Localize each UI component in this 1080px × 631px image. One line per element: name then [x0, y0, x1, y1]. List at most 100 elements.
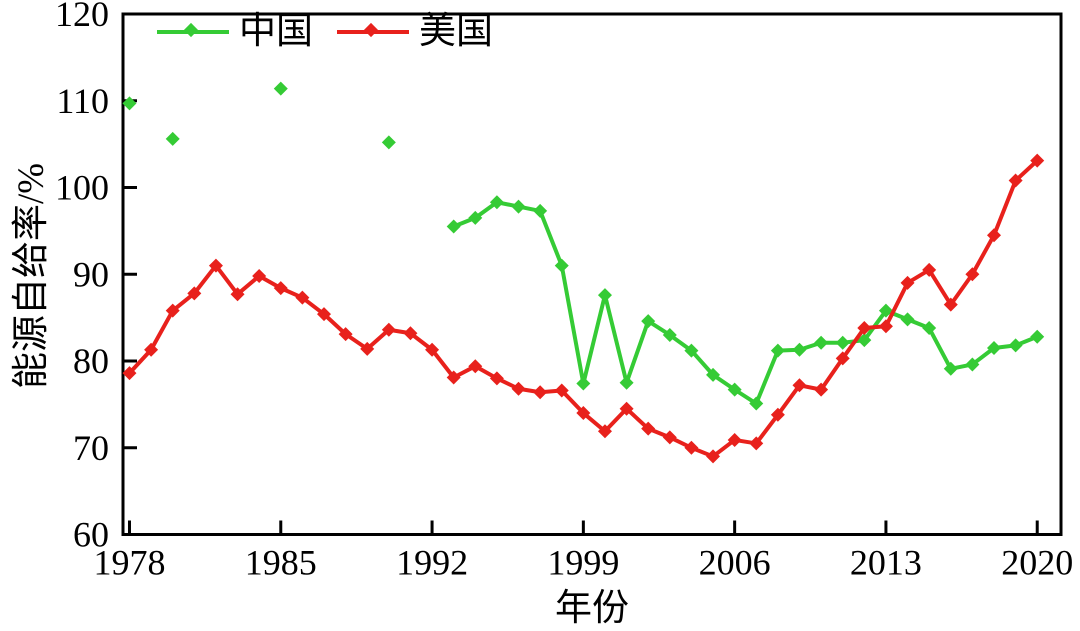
data-point-marker — [165, 131, 180, 146]
y-tick-label: 120 — [55, 0, 109, 34]
data-point-marker — [792, 342, 807, 357]
data-point-marker — [144, 342, 159, 357]
data-point-marker — [468, 210, 483, 225]
data-point-marker — [1008, 338, 1023, 353]
data-point-marker — [641, 314, 656, 329]
data-point-marker — [835, 351, 850, 366]
data-point-marker — [619, 401, 634, 416]
data-point-marker — [965, 267, 980, 282]
data-point-marker — [273, 81, 288, 96]
data-point-marker — [533, 203, 548, 218]
legend-label-china: 中国 — [239, 11, 313, 52]
data-point-marker — [208, 258, 223, 273]
data-point-marker — [122, 96, 137, 111]
data-point-marker — [900, 275, 915, 290]
data-point-marker — [814, 382, 829, 397]
y-axis-title: 能源自给率/% — [11, 162, 52, 390]
data-point-marker — [1030, 153, 1045, 168]
china-diamond-icon — [183, 22, 199, 37]
data-point-marker — [662, 430, 677, 445]
y-tick-label: 100 — [55, 168, 109, 208]
data-point-marker — [770, 343, 785, 358]
data-point-marker — [576, 406, 591, 421]
chart-legend: 中国 美国 — [157, 13, 493, 50]
data-point-marker — [727, 382, 742, 397]
y-tick-label: 70 — [73, 428, 109, 468]
data-point-marker — [922, 262, 937, 277]
data-point-marker — [900, 312, 915, 327]
series-usa — [122, 153, 1045, 464]
data-point-marker — [446, 370, 461, 385]
legend-item-usa: 美国 — [337, 13, 493, 50]
data-point-marker — [381, 135, 396, 150]
data-point-marker — [987, 340, 1001, 355]
data-point-marker — [122, 366, 137, 381]
plot-frame — [121, 12, 1063, 536]
data-point-marker — [338, 327, 353, 342]
data-point-marker — [878, 319, 893, 334]
x-tick-label: 2006 — [699, 543, 771, 583]
data-point-marker — [619, 375, 634, 390]
data-point-marker — [749, 436, 764, 451]
series-china — [122, 81, 1045, 411]
data-point-marker — [597, 424, 612, 439]
data-point-marker — [684, 440, 699, 455]
x-tick-label: 1985 — [245, 543, 317, 583]
data-point-marker — [533, 385, 548, 400]
data-point-marker — [295, 290, 310, 305]
data-point-marker — [662, 327, 677, 342]
data-point-marker — [706, 367, 721, 382]
data-point-marker — [684, 343, 699, 358]
data-point-marker — [554, 258, 569, 273]
data-point-marker — [835, 335, 850, 350]
x-tick-label: 1999 — [547, 543, 619, 583]
data-point-marker — [792, 378, 807, 393]
data-point-marker — [554, 383, 569, 398]
legend-item-china: 中国 — [157, 13, 313, 50]
data-point-marker — [273, 281, 288, 296]
data-point-marker — [230, 287, 245, 302]
legend-label-usa: 美国 — [419, 11, 493, 52]
y-tick-label: 90 — [73, 254, 109, 294]
data-point-marker — [403, 326, 418, 341]
x-tick-label: 1978 — [93, 543, 165, 583]
data-point-marker — [987, 228, 1001, 243]
x-tick-label: 2013 — [850, 543, 922, 583]
data-point-marker — [165, 303, 180, 318]
data-point-marker — [1008, 173, 1023, 188]
data-point-marker — [425, 342, 440, 357]
data-point-marker — [943, 297, 958, 312]
data-point-marker — [770, 407, 785, 422]
data-point-marker — [187, 286, 202, 301]
data-point-marker — [317, 307, 331, 322]
data-point-marker — [857, 321, 872, 336]
data-point-marker — [922, 321, 937, 336]
data-point-marker — [489, 371, 504, 386]
y-tick-label: 60 — [73, 515, 109, 555]
x-tick-label: 1992 — [396, 543, 468, 583]
y-tick-label: 110 — [56, 81, 109, 121]
x-tick-label: 2020 — [1001, 543, 1073, 583]
data-point-marker — [360, 341, 375, 356]
y-axis: 60 70 80 90 100 110 120 — [55, 0, 137, 555]
series-line — [451, 200, 1040, 406]
data-point-marker — [1030, 329, 1045, 344]
data-point-marker — [943, 361, 958, 376]
data-point-marker — [511, 199, 526, 214]
data-point-marker — [381, 322, 396, 337]
data-point-marker — [468, 359, 483, 374]
usa-diamond-icon — [363, 22, 379, 37]
data-point-marker — [252, 268, 267, 283]
data-point-marker — [749, 396, 764, 411]
china-line-swatch — [157, 22, 229, 41]
data-point-marker — [576, 376, 591, 391]
x-axis-title: 年份 — [555, 588, 629, 629]
data-point-marker — [511, 381, 526, 396]
data-point-marker — [857, 333, 872, 348]
data-point-marker — [727, 432, 742, 447]
y-tick-label: 80 — [73, 341, 109, 381]
data-point-marker — [641, 421, 656, 436]
data-point-marker — [878, 303, 893, 318]
